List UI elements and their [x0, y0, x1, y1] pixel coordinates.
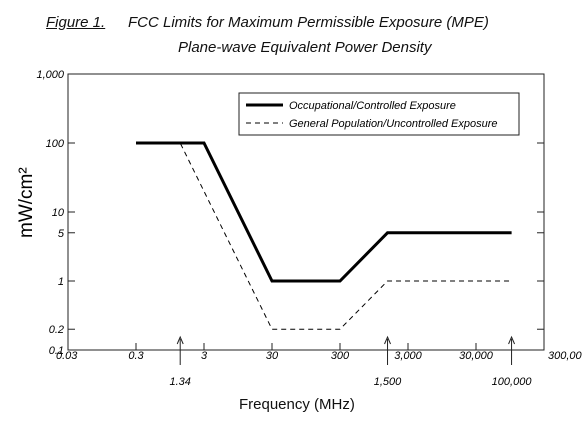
- y-tick-label: 0.2: [49, 324, 64, 336]
- x-annotations: 1.34 1,500 100,000: [169, 335, 533, 388]
- y-tick-label: 5: [58, 228, 65, 240]
- x-tick-label: 3: [201, 350, 208, 362]
- x-tick-label: 300: [331, 350, 350, 362]
- annotation-arrowhead: [508, 335, 516, 345]
- legend: Occupational/Controlled Exposure General …: [238, 92, 520, 136]
- y-axis-label: mW/cm²: [4, 120, 44, 250]
- x-tick-label: 0.03: [56, 350, 78, 362]
- chart-subtitle: Plane-wave Equivalent Power Density: [178, 39, 432, 56]
- annotation-label: 1.34: [169, 376, 190, 388]
- x-tick-label: 300,000: [548, 350, 582, 362]
- y-tick-label: 10: [52, 207, 65, 219]
- y-axis: 0.1 0.2 1 5 10 100 1,000: [36, 69, 544, 357]
- series-line-occupational: [136, 141, 512, 283]
- chart-title: FCC Limits for Maximum Permissible Expos…: [128, 14, 489, 31]
- x-tick-label: 30: [266, 350, 279, 362]
- annotation-label: 100,000: [492, 376, 533, 388]
- x-axis: 0.03 0.3 3 30 300 3,000 30,000 300,000: [56, 343, 582, 362]
- x-tick-label: 3,000: [394, 350, 422, 362]
- y-tick-label: 0.1: [49, 345, 64, 357]
- y-tick-label: 100: [46, 138, 65, 150]
- legend-entry-label: General Population/Uncontrolled Exposure: [289, 118, 498, 130]
- x-tick-label: 0.3: [128, 350, 144, 362]
- legend-entry-label: Occupational/Controlled Exposure: [289, 100, 456, 112]
- series-line-general-population: [136, 142, 512, 330]
- annotation-arrowhead: [384, 335, 391, 345]
- figure-label: Figure 1.: [46, 14, 106, 31]
- y-tick-label: 1,000: [36, 69, 64, 81]
- annotation-label: 1,500: [374, 376, 402, 388]
- annotation-arrowhead: [176, 335, 184, 345]
- legend-box: [238, 92, 520, 136]
- series-lines: [136, 141, 512, 330]
- x-tick-label: 30,000: [459, 350, 494, 362]
- x-axis-label: Frequency (MHz): [239, 396, 355, 413]
- y-tick-label: 1: [58, 276, 64, 288]
- y-axis-label-text: mW/cm²: [16, 167, 37, 238]
